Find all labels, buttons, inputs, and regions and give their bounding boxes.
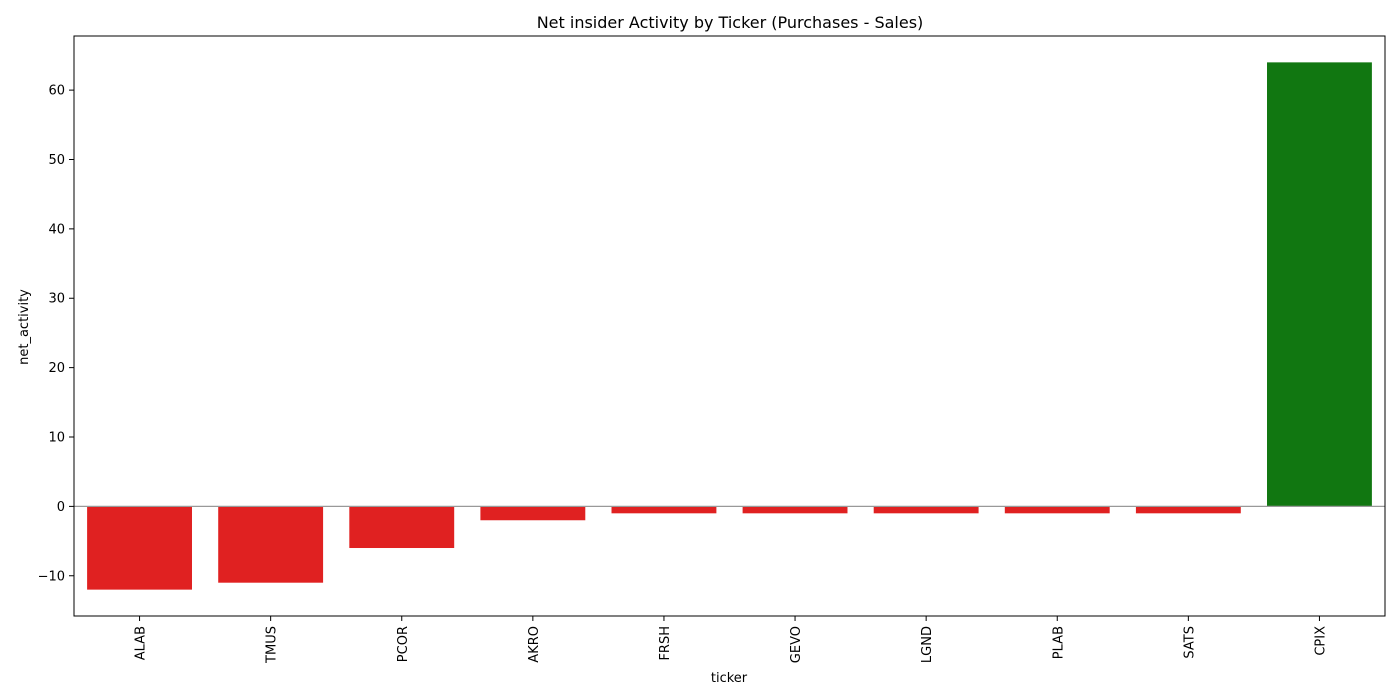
bar-plab <box>1004 506 1110 514</box>
x-tick-label: PLAB <box>1051 626 1066 659</box>
chart-title: Net insider Activity by Ticker (Purchase… <box>537 13 924 32</box>
y-tick-label: 60 <box>48 84 65 99</box>
y-axis-label: net_activity <box>17 289 32 365</box>
bars-group <box>74 62 1385 590</box>
x-axis-label: ticker <box>711 671 748 686</box>
plot-frame <box>73 35 1386 617</box>
bar-frsh <box>611 506 717 514</box>
x-tick-label: GEVO <box>789 626 804 663</box>
x-tick-label: PCOR <box>396 626 411 662</box>
bar-akro <box>480 506 586 521</box>
y-tick-label: −10 <box>38 569 65 584</box>
x-tick-label: ALAB <box>134 626 149 660</box>
y-tick-label: 20 <box>48 361 65 376</box>
x-axis-ticks: ALAB TMUS PCOR AKRO FRSH GEVO LGND PLAB SATS CPIX <box>134 616 1328 664</box>
y-tick-label: 10 <box>48 431 65 446</box>
bar-tmus <box>218 506 324 583</box>
x-tick-label: SATS <box>1182 626 1197 659</box>
bar-pcor <box>349 506 455 549</box>
x-tick-label: LGND <box>920 626 935 663</box>
bar-sats <box>1135 506 1241 514</box>
bar-alab <box>87 506 192 590</box>
x-tick-label: AKRO <box>527 626 542 663</box>
bar-lgnd <box>873 506 979 514</box>
x-tick-label: CPIX <box>1313 626 1328 656</box>
bar-cpix <box>1267 62 1372 507</box>
y-tick-label: 30 <box>48 292 65 307</box>
y-tick-label: 50 <box>48 153 65 168</box>
x-tick-label: TMUS <box>265 626 280 664</box>
x-tick-label: FRSH <box>658 626 673 661</box>
y-tick-label: 40 <box>48 222 65 237</box>
y-tick-label: 0 <box>57 500 65 515</box>
y-axis-ticks: −10 0 10 20 30 40 50 60 <box>38 84 74 584</box>
bar-gevo <box>742 506 848 514</box>
